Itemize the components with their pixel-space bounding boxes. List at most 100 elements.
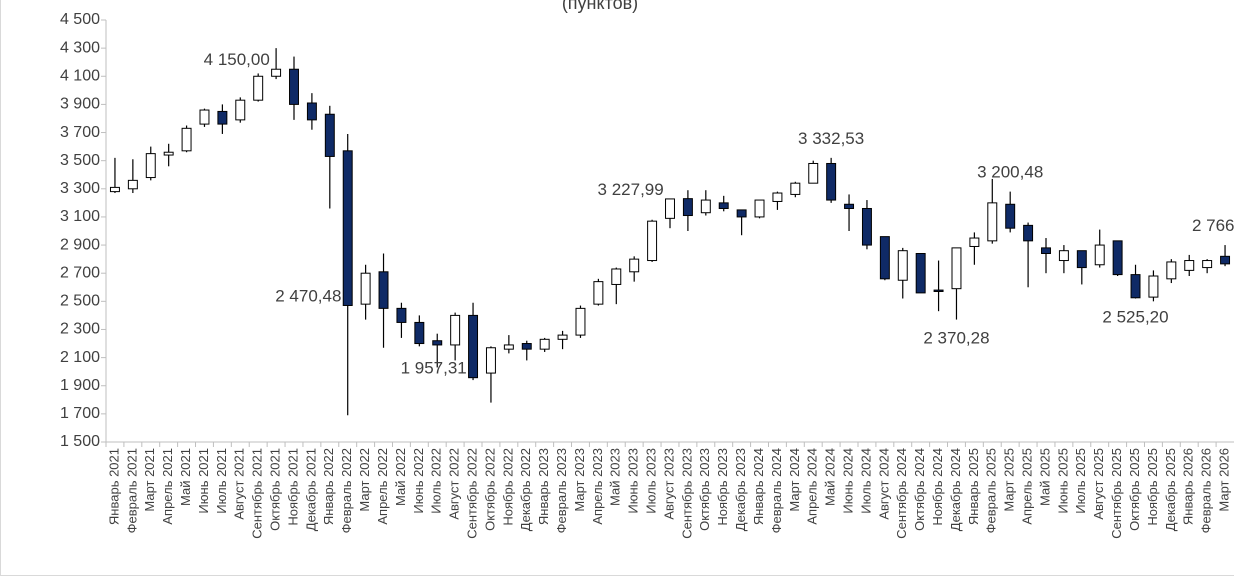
candle-body [879, 236, 890, 280]
x-tick-label: Июль 2022 [429, 448, 444, 514]
x-tick-label: Март 2023 [572, 448, 587, 512]
candle-body [468, 314, 479, 379]
x-tick-label: Декабрь 2022 [518, 448, 533, 531]
candle-body [700, 199, 711, 214]
y-tick-label: 3 100 [60, 208, 100, 225]
x-tick-label: Январь 2021 [106, 448, 121, 525]
y-tick-label: 1 700 [60, 405, 100, 422]
x-tick-label: Март 2021 [142, 448, 157, 512]
annotation: 2 766,28 [1192, 216, 1234, 235]
x-tick-label: Январь 2026 [1181, 448, 1196, 525]
y-tick-label: 1 900 [60, 377, 100, 394]
x-tick-label: Ноябрь 2021 [285, 448, 300, 526]
x-tick-label: Январь 2022 [321, 448, 336, 525]
candle-body [485, 347, 496, 374]
annotation: 1 957,31 [401, 359, 467, 378]
candle-body [808, 162, 819, 184]
candle-body [181, 127, 192, 152]
x-tick-label: Октябрь 2025 [1127, 448, 1142, 531]
candle-body [915, 253, 926, 294]
x-tick-label: Сентябрь 2021 [250, 448, 265, 539]
x-tick-label: Июль 2024 [858, 448, 873, 514]
x-tick-label: Январь 2025 [966, 448, 981, 525]
candle-body [324, 113, 335, 157]
candle-body [897, 250, 908, 281]
x-tick-label: Март 2025 [1002, 448, 1017, 512]
candle-body [557, 334, 568, 340]
x-tick-label: Март 2022 [357, 448, 372, 512]
candle-body [611, 268, 622, 285]
y-tick-label: 2 500 [60, 293, 100, 310]
candle-body [718, 202, 729, 209]
y-tick-label: 4 100 [60, 67, 100, 84]
candle-body [378, 271, 389, 309]
candle-body [629, 258, 640, 273]
y-tick-label: 2 300 [60, 321, 100, 338]
annotation: 2 470,48 [275, 286, 341, 305]
x-tick-label: Сентябрь 2024 [894, 448, 909, 539]
y-tick-label: 4 500 [60, 11, 100, 28]
candle-body [1220, 255, 1231, 265]
candle-body [109, 186, 120, 193]
annotation: 3 332,53 [798, 129, 864, 148]
x-tick-label: Февраль 2024 [769, 448, 784, 533]
x-tick-label: Июнь 2025 [1055, 448, 1070, 514]
x-tick-label: Апрель 2022 [375, 448, 390, 525]
y-tick-label: 1 500 [60, 433, 100, 450]
candle-body [790, 182, 801, 195]
x-tick-label: Май 2023 [608, 448, 623, 506]
candle-body [647, 220, 658, 262]
x-tick-label: Июнь 2023 [626, 448, 641, 514]
candle-body [1184, 260, 1195, 271]
x-tick-label: Апрель 2021 [160, 448, 175, 525]
x-tick-label: Июнь 2024 [840, 448, 855, 514]
candle-body [575, 307, 586, 336]
candle-body [396, 307, 407, 323]
candle-body [1005, 203, 1016, 229]
candle-body [163, 151, 174, 156]
candle-body [844, 203, 855, 209]
y-tick-label: 2 700 [60, 264, 100, 281]
candle-body [1148, 275, 1159, 298]
candle-body [826, 162, 837, 201]
candle-body [987, 202, 998, 242]
candle-body [861, 207, 872, 246]
x-tick-label: Июль 2025 [1073, 448, 1088, 514]
x-tick-label: Октябрь 2022 [482, 448, 497, 531]
x-tick-label: Февраль 2023 [554, 448, 569, 533]
x-tick-label: Октябрь 2023 [697, 448, 712, 531]
x-tick-label: Февраль 2022 [339, 448, 354, 533]
candle-body [521, 343, 532, 350]
x-tick-label: Апрель 2025 [1020, 448, 1035, 525]
x-tick-label: Сентябрь 2022 [464, 448, 479, 539]
candle-body [665, 198, 675, 219]
candle-body [969, 237, 980, 247]
x-tick-label: Апрель 2023 [590, 448, 605, 525]
annotation: 3 200,48 [977, 163, 1043, 182]
candle-body [450, 314, 461, 346]
x-tick-label: Август 2023 [661, 448, 676, 520]
x-tick-label: Сентябрь 2025 [1109, 448, 1124, 539]
y-tick-label: 2 900 [60, 236, 100, 253]
candle-body [289, 68, 299, 105]
x-tick-label: Декабрь 2023 [733, 448, 748, 531]
chart-title: (пунктов) [562, 0, 638, 13]
candle-body [539, 338, 550, 350]
x-tick-label: Май 2025 [1037, 448, 1052, 506]
x-tick-label: Ноябрь 2025 [1145, 448, 1160, 526]
candle-body [754, 199, 765, 218]
candle-body [1130, 274, 1141, 299]
candle-body [217, 110, 228, 125]
annotation: 3 227,99 [598, 180, 664, 199]
candle-body [593, 281, 604, 305]
candle-body [127, 179, 138, 190]
x-tick-label: Январь 2023 [536, 448, 551, 525]
x-tick-label: Июль 2021 [214, 448, 229, 514]
x-tick-label: Май 2022 [393, 448, 408, 506]
x-tick-label: Февраль 2021 [124, 448, 139, 533]
x-tick-label: Февраль 2025 [984, 448, 999, 533]
candle-body [432, 340, 443, 346]
candle-body [253, 75, 264, 101]
candle-body [736, 209, 747, 218]
